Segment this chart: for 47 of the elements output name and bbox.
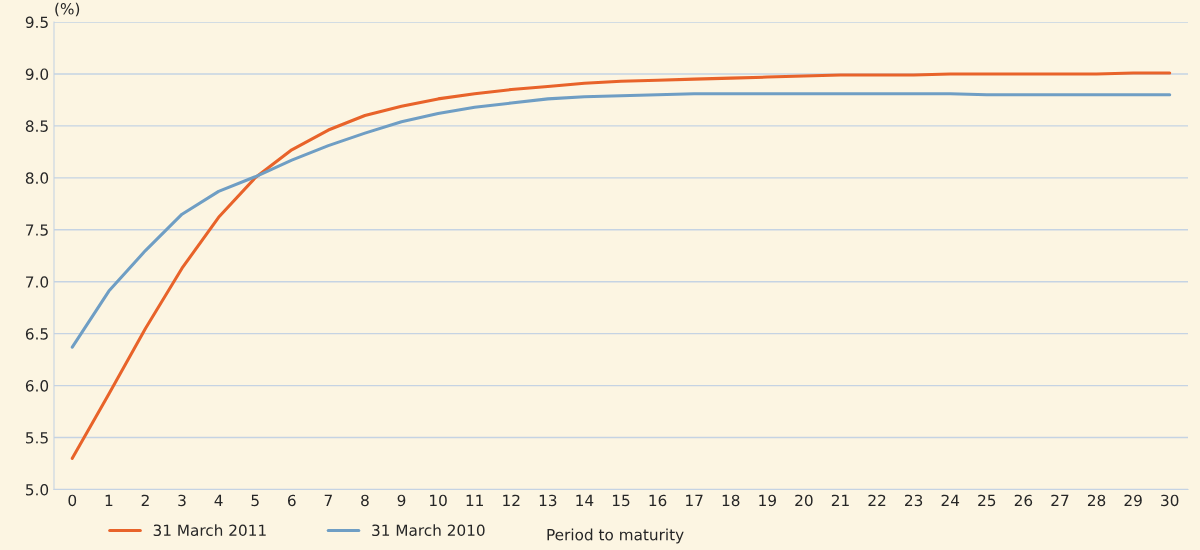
x-tick-label: 10 [430, 494, 447, 507]
y-tick-label: 9.5 [25, 16, 48, 29]
y-tick-label: 5.0 [26, 483, 49, 496]
x-tick-label: 20 [795, 494, 813, 507]
x-tick-label: 18 [722, 494, 740, 507]
x-tick-label: 4 [214, 494, 223, 506]
x-tick-label: 0 [68, 494, 77, 507]
y-tick-label: 8.5 [25, 120, 48, 132]
line-series [70, 92, 1172, 349]
y-tick-label: 6.0 [25, 380, 49, 392]
x-tick-label: 12 [503, 494, 520, 506]
x-tick-label: 16 [649, 494, 667, 507]
x-tick-label: 9 [397, 494, 406, 507]
y-tick-label: 7.5 [26, 224, 48, 236]
x-tick-label: 13 [539, 494, 557, 507]
y-tick-label: 8.0 [25, 172, 49, 184]
x-tick-label: 21 [831, 494, 849, 506]
x-tick-label: 23 [905, 494, 923, 507]
x-tick-label: 29 [1124, 494, 1142, 507]
x-tick-label: 19 [759, 494, 776, 507]
x-tick-label: 26 [1014, 494, 1033, 507]
y-tick-label: 5.5 [26, 432, 48, 444]
x-tick-label: 17 [686, 494, 703, 506]
x-tick-label: 22 [868, 494, 886, 506]
x-tick-label: 15 [612, 494, 630, 507]
x-tick-label: 28 [1087, 494, 1106, 507]
x-tick-label: 25 [978, 494, 996, 507]
legend-label: 31 March 2011 [153, 524, 266, 537]
x-tick-label: 7 [324, 494, 332, 506]
x-tick-label: 27 [1051, 494, 1069, 506]
x-tick-label: 6 [287, 494, 296, 507]
legend-label: 31 March 2010 [372, 524, 485, 537]
x-tick-label: 30 [1161, 494, 1179, 507]
y-tick-label: 6.5 [25, 328, 48, 340]
line-series [70, 71, 1172, 460]
y-tick-label: 9.0 [25, 68, 49, 80]
x-tick-label: 14 [576, 494, 594, 506]
x-tick-label: 5 [251, 494, 259, 507]
y-tick-label: 7.0 [26, 276, 49, 288]
x-tick-label: 8 [361, 494, 369, 507]
x-axis-title: Period to maturity [547, 528, 684, 544]
x-tick-label: 24 [941, 494, 960, 506]
x-tick-label: 3 [178, 494, 186, 507]
x-tick-label: 11 [466, 494, 483, 506]
y-axis-title: (%) [55, 2, 80, 17]
x-tick-label: 2 [141, 494, 149, 506]
x-tick-label: 1 [105, 494, 113, 506]
